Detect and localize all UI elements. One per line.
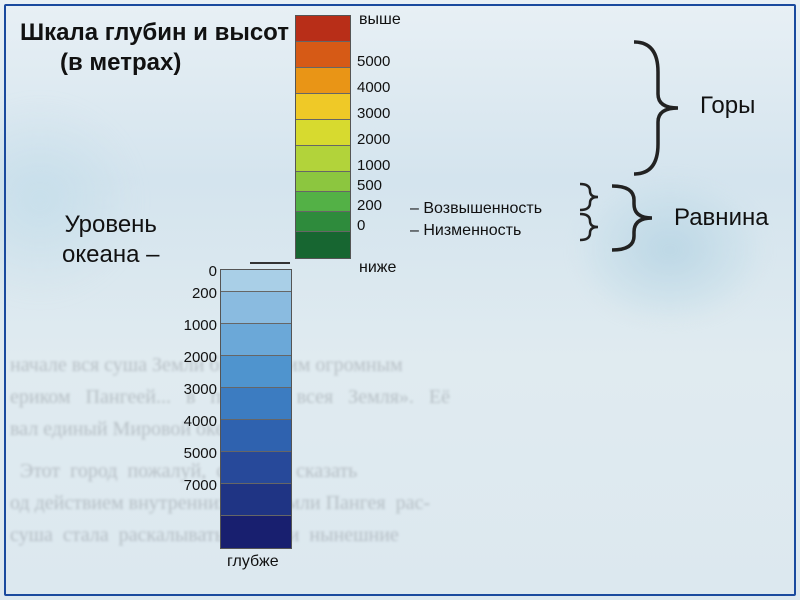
title-line1: Шкала глубин и высот: [20, 19, 289, 46]
depth-cell: [221, 516, 291, 548]
label-above: выше: [359, 11, 401, 29]
depth-tick: 7000: [184, 477, 217, 494]
depth-cell: [221, 356, 291, 388]
annotation-lowland: – Низменность: [410, 222, 521, 240]
depth-cell: [221, 420, 291, 452]
label-plain: Равнина: [674, 204, 769, 232]
elevation-cell: [296, 192, 350, 212]
ghost-text-line: суша стала раскалываться стали нынешние: [10, 520, 790, 550]
brace-lowland-icon: [578, 212, 602, 242]
depth-cell: [221, 324, 291, 356]
elevation-tick: 2000: [357, 131, 390, 148]
depth-cell: [221, 388, 291, 420]
brace-mountains-icon: [630, 38, 690, 178]
brace-plain-icon: [608, 182, 668, 254]
elevation-scale: [295, 15, 351, 259]
depth-tick: 200: [192, 285, 217, 302]
elevation-cell: [296, 16, 350, 42]
elevation-cell: [296, 42, 350, 68]
depth-cell: [221, 484, 291, 516]
elevation-tick: 3000: [357, 105, 390, 122]
title-line2: (в метрах): [60, 49, 181, 76]
elevation-cell: [296, 120, 350, 146]
ghost-text-line: начале вся суша Земли была одним огромны…: [10, 350, 790, 380]
depth-tick: 3000: [184, 381, 217, 398]
depth-tick: 5000: [184, 445, 217, 462]
elevation-cell: [296, 172, 350, 192]
ocean-level-tick: [250, 262, 290, 264]
ocean-level-line2: океана –: [62, 241, 159, 268]
ghost-text-line: од действием внутренних сил Земли Пангея…: [10, 488, 790, 518]
depth-scale: [220, 269, 292, 549]
label-mountains: Горы: [700, 92, 755, 120]
ocean-level-line1: Уровень: [64, 211, 156, 238]
depth-tick: 0: [209, 263, 217, 280]
ocean-level-label: Уровень океана –: [62, 210, 159, 270]
ghost-text-line: вал единый Мировой океан.: [10, 414, 790, 444]
elevation-tick: 1000: [357, 157, 390, 174]
depth-tick: 1000: [184, 317, 217, 334]
elevation-cell: [296, 68, 350, 94]
brace-upland-icon: [578, 182, 602, 212]
elevation-cell: [296, 232, 350, 258]
elevation-tick: 200: [357, 197, 382, 214]
depth-cell: [221, 270, 291, 292]
annotation-upland: – Возвышенность: [410, 200, 542, 218]
elevation-tick: 500: [357, 177, 382, 194]
label-below: ниже: [359, 259, 396, 277]
depth-cell: [221, 292, 291, 324]
ghost-text-line: ериком Пангеей... в переводе всея Земля»…: [10, 382, 790, 412]
elevation-cell: [296, 94, 350, 120]
depth-cell: [221, 452, 291, 484]
label-deeper: глубже: [227, 553, 279, 571]
elevation-cell: [296, 146, 350, 172]
elevation-tick: 5000: [357, 53, 390, 70]
depth-tick: 4000: [184, 413, 217, 430]
depth-tick: 2000: [184, 349, 217, 366]
elevation-tick: 4000: [357, 79, 390, 96]
elevation-cell: [296, 212, 350, 232]
page-title: Шкала глубин и высот (в метрах): [20, 18, 289, 78]
elevation-tick: 0: [357, 217, 365, 234]
ghost-text-line: Этот город пожалуй, самый... сказать: [10, 456, 790, 486]
bg-blur: [580, 180, 760, 320]
